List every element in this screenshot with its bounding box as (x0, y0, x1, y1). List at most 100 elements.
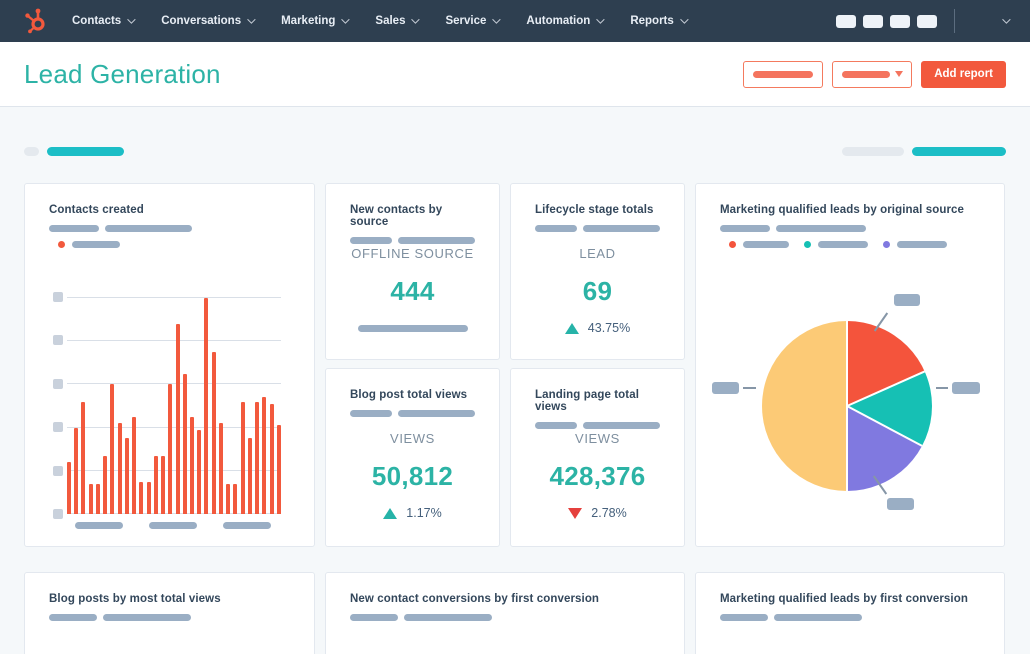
stat-value: 69 (582, 276, 613, 306)
redacted-axis-label (223, 522, 271, 529)
y-axis-tick-placeholders (53, 292, 63, 519)
chevron-down-icon (679, 15, 689, 24)
nav-item-service[interactable]: Service (445, 15, 502, 27)
card-title: Contacts created (49, 204, 144, 216)
nav-item-conversations[interactable]: Conversations (161, 15, 256, 27)
bar (139, 481, 144, 514)
dashboard-filter-pill[interactable] (912, 147, 1006, 156)
dashboard-filter-pill[interactable] (47, 147, 124, 156)
redacted-text (776, 225, 866, 232)
nav-item-label: Service (445, 15, 487, 27)
pie-slice-separator (846, 321, 848, 406)
pie-slice-separator (846, 405, 923, 447)
stat-label: OFFLINE SOURCE (351, 246, 474, 261)
redacted-subtitle-row (720, 614, 980, 621)
redacted-text (720, 225, 770, 232)
filter-row (24, 147, 1006, 156)
redacted-text (49, 614, 97, 621)
contacts-created-bars (67, 298, 281, 514)
stat-value: 428,376 (549, 461, 646, 491)
redacted-text (774, 614, 862, 621)
bar (262, 397, 267, 514)
bar (117, 423, 122, 514)
bar (218, 423, 223, 514)
pie-chart (762, 321, 932, 491)
chart-legend (729, 241, 980, 248)
card-blog-posts-by-most-total-views: Blog posts by most total views (24, 572, 315, 654)
card-title: Lifecycle stage totals (535, 204, 654, 216)
card-contacts-created: Contacts created (24, 183, 315, 547)
card-title: Blog post total views (350, 389, 468, 401)
redacted-axis-label (53, 422, 63, 433)
redacted-legend-label (743, 241, 789, 248)
redacted-subtitle-row (350, 410, 475, 417)
bar (124, 438, 129, 514)
bar (197, 429, 202, 514)
nav-item-marketing[interactable]: Marketing (281, 15, 351, 27)
redacted-text (583, 422, 660, 429)
filter-group-right (842, 147, 1006, 156)
redacted-slice-label (887, 498, 914, 510)
nav-divider (954, 9, 955, 33)
redacted-text (103, 614, 191, 621)
redacted-text (583, 225, 660, 232)
nav-item-contacts[interactable]: Contacts (72, 15, 136, 27)
redacted-button-label (753, 70, 814, 78)
redacted-text (398, 237, 475, 244)
caret-down-icon (894, 71, 903, 77)
nav-item-automation[interactable]: Automation (526, 15, 605, 27)
nav-utility-icon[interactable] (917, 14, 937, 28)
dashboard-action-button[interactable] (743, 60, 824, 88)
delta-value: 2.78% (591, 506, 627, 520)
stat-value: 444 (390, 276, 435, 306)
redacted-axis-label (75, 522, 123, 529)
card-title: New contacts by source (350, 204, 443, 228)
nav-utility-area (836, 9, 1011, 33)
nav-item-reports[interactable]: Reports (630, 15, 689, 27)
trend-up-icon (383, 507, 398, 519)
bar (189, 416, 194, 514)
nav-utility-icon[interactable] (836, 14, 856, 28)
bar (95, 483, 100, 514)
redacted-text (350, 237, 393, 244)
chart-legend (58, 241, 290, 248)
hubspot-sprocket-icon[interactable] (22, 6, 52, 36)
bar (74, 427, 79, 514)
bar (132, 416, 137, 514)
legend-swatch (804, 241, 811, 248)
card-lifecycle-stage-totals: Lifecycle stage totals LEAD 69 43.75% (510, 183, 685, 360)
card-landing-page-total-views: Landing page total views VIEWS 428,376 2… (510, 368, 685, 547)
card-blog-post-total-views: Blog post total views VIEWS 50,812 1.17% (325, 368, 500, 547)
legend-swatch (58, 241, 65, 248)
trend-up-icon (564, 322, 579, 334)
bar (175, 323, 180, 514)
redacted-subtitle-row (49, 225, 290, 232)
nav-item-sales[interactable]: Sales (375, 15, 421, 27)
redacted-subtitle-row (535, 225, 660, 232)
callout-line (743, 387, 756, 389)
bar (269, 403, 274, 514)
redacted-subtitle-row (720, 225, 980, 232)
legend-swatch (729, 241, 736, 248)
stat-label: LEAD (579, 246, 616, 261)
redacted-text (398, 410, 475, 417)
chevron-down-icon (247, 15, 256, 24)
card-new-contacts-by-source: New contacts by source OFFLINE SOURCE 44… (325, 183, 500, 360)
bar (81, 401, 86, 514)
bar (146, 481, 151, 514)
nav-utility-icon[interactable] (863, 14, 883, 28)
nav-utility-icon[interactable] (890, 14, 910, 28)
chevron-down-icon (127, 15, 136, 24)
header-actions: Add report (743, 60, 1006, 88)
bar (233, 483, 238, 514)
bar (211, 352, 216, 514)
dashboard-dropdown-button[interactable] (832, 60, 913, 88)
gridline (67, 340, 281, 341)
nav-menu: Contacts Conversations Marketing Sales S… (72, 15, 689, 27)
nav-item-label: Conversations (161, 15, 242, 27)
add-report-button[interactable]: Add report (921, 60, 1006, 88)
card-title: Blog posts by most total views (49, 593, 221, 605)
stat-label: VIEWS (390, 431, 435, 446)
account-chevron-down-icon[interactable] (1002, 15, 1011, 24)
